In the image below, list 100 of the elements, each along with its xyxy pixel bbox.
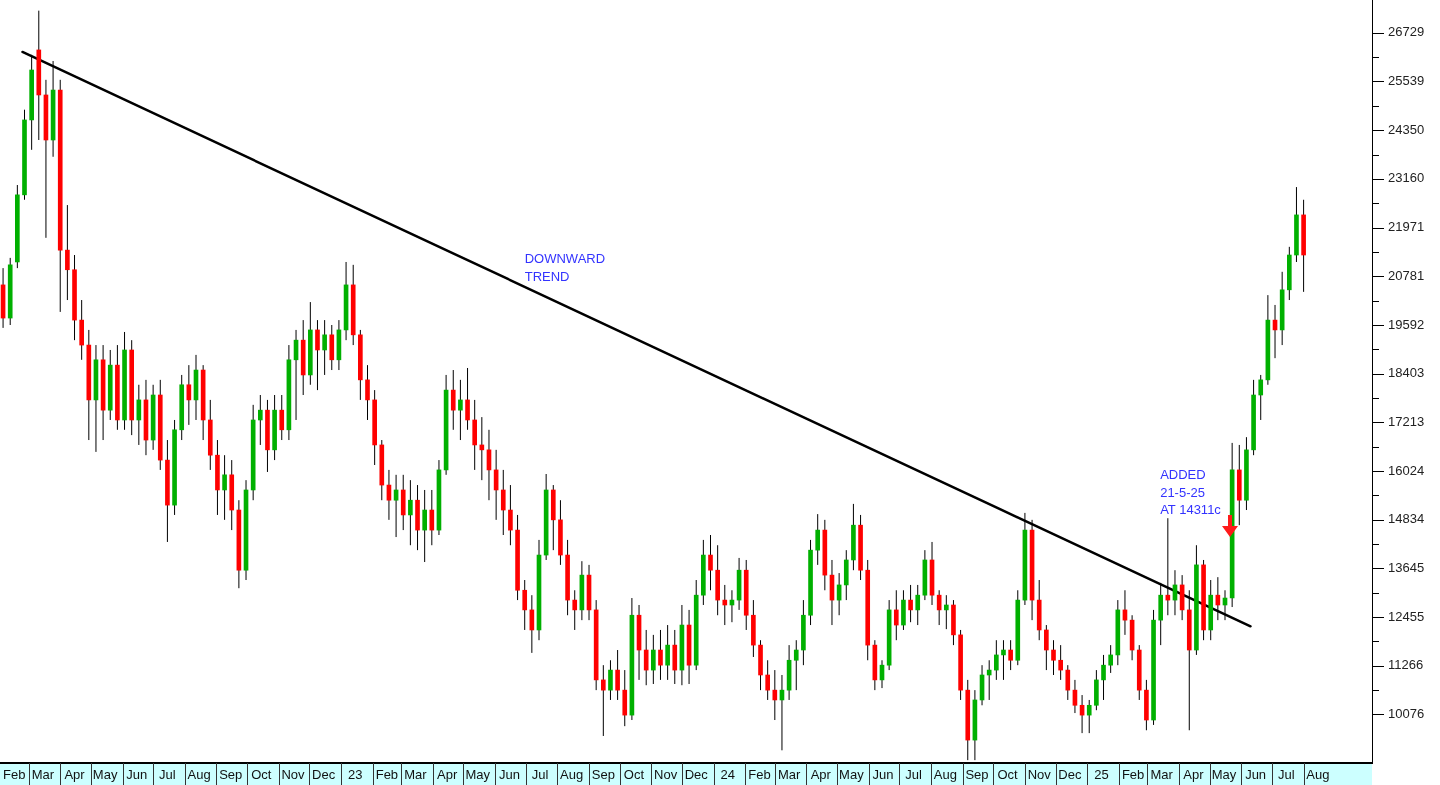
x-tick-label: 23 [348,767,363,783]
candlestick [615,649,620,701]
y-tick-label: 14834 [1388,511,1425,527]
x-tick-label: Dec [684,767,709,783]
candlestick [1008,639,1013,671]
x-tick-label: Mar [404,767,428,783]
candlestick [1058,644,1063,681]
candlestick [915,584,921,626]
x-tick-label: Sep [591,767,615,783]
x-tick-label: Apr [437,767,458,783]
candlestick [279,394,285,441]
candlestick [450,369,456,431]
x-tick-label: Mar [31,767,55,783]
candlestick [1108,644,1113,674]
annotation: DOWNWARD TREND [524,251,606,284]
y-tick-label: 26729 [1388,24,1425,40]
candlestick [1051,639,1056,676]
candlestick [365,364,370,421]
candlestick [522,579,528,631]
candlestick [815,513,821,566]
candlestick [943,594,949,630]
x-tick-label: Jul [1277,767,1295,783]
y-tick-label: 20781 [1388,267,1425,283]
candlestick [222,454,227,521]
x-tick-label: Aug [933,767,957,783]
y-tick-label: 25539 [1388,73,1425,89]
candlestick [658,629,663,681]
x-tick-label: Oct [251,767,272,783]
x-tick-label: May [839,767,865,783]
y-tick-label: 21971 [1388,219,1425,235]
annotation: ADDED 21-5-25 AT 14311c [1160,467,1222,518]
y-tick-label: 11266 [1388,657,1424,673]
x-tick-label: Feb [748,767,771,783]
candlestick [908,584,913,623]
x-tick-label: Jun [1245,767,1267,783]
y-tick-label: 24350 [1388,121,1425,137]
candlestick [608,659,613,701]
y-tick-label: 13645 [1388,559,1425,575]
x-tick-label: Jun [126,767,148,783]
x-tick-label: Jul [159,767,176,783]
candlestick [708,534,713,591]
x-tick-label: Aug [1306,767,1330,783]
candlestick [986,659,992,701]
candlestick [600,664,606,737]
x-tick-label: May [465,767,491,783]
candlestick [772,669,778,721]
candlestick [1258,374,1264,421]
candlestick [994,639,999,681]
x-tick-label: Sep [965,767,989,783]
candlestick [722,584,728,626]
y-tick-label: 16024 [1388,462,1425,478]
candlestick [422,489,427,563]
x-tick-label: Aug [560,767,584,783]
x-tick-label: Sep [219,767,243,783]
x-tick-label: Apr [1183,767,1205,783]
x-tick-label: Aug [187,767,211,783]
candlestick [1065,664,1071,701]
candlestick [322,319,327,376]
candlestick [665,624,670,681]
candlestick [315,319,320,391]
x-tick-label: Jul [905,767,923,783]
candlestick [408,479,413,546]
x-tick-label: May [92,767,118,783]
y-tick-label: 12455 [1388,608,1425,624]
candlestick [465,367,470,431]
x-tick-label: Feb [375,767,399,783]
x-tick-label: Feb [1121,767,1145,783]
candlestick [65,204,70,301]
x-tick-label: Oct [623,767,645,783]
x-tick-label: Jun [872,767,894,783]
x-tick-label: Dec [312,767,336,783]
candlestick [458,379,463,441]
candlestick [1044,624,1049,671]
x-tick-label: Nov [654,767,678,783]
candlestick [500,469,506,536]
y-tick-label: 17213 [1388,413,1425,429]
candlestick [572,589,578,631]
y-tick-label: 18403 [1388,365,1425,381]
candlestick [508,484,513,546]
x-tick-label: Feb [3,767,26,783]
candlestick [643,629,649,686]
candlestick [429,489,435,546]
x-tick-label: Nov [1027,767,1052,783]
y-tick-label: 23160 [1388,170,1425,186]
x-tick-label: Nov [281,767,306,783]
candlestick [793,639,799,691]
y-tick-label: 19592 [1388,316,1425,332]
candlestick [1101,654,1106,701]
x-tick-label: Apr [810,767,832,783]
candlestick [1086,699,1092,734]
x-tick-label: Mar [777,767,801,783]
y-tick-label: 10076 [1388,706,1425,722]
x-tick-label: Mar [1150,767,1174,783]
x-tick-label: May [1211,767,1237,783]
x-tick-label: Dec [1058,767,1082,783]
x-tick-label: Jun [498,767,520,783]
candlestick [651,634,656,685]
x-tick-label: Jul [531,767,549,783]
x-tick-label: 24 [720,767,736,783]
candlestick [257,394,263,446]
